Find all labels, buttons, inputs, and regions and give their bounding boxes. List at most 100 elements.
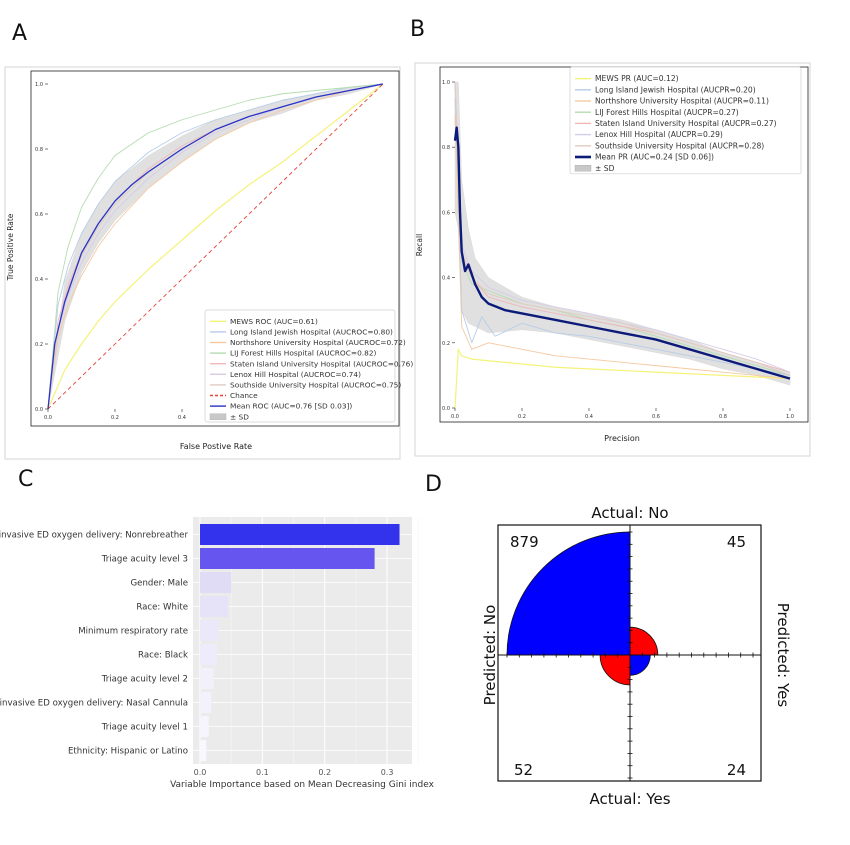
legend-entry-mean-roc-auc-0-76-sd-0-03: Mean ROC (AUC=0.76 [SD 0.03]) bbox=[230, 402, 352, 411]
legend-entry-staten-island-university-hospital-aucroc-0-76: Staten Island University Hospital (AUCRO… bbox=[230, 359, 413, 368]
panel-letter-a: A bbox=[12, 21, 27, 46]
panel-a-xlabel: False Postive Rate bbox=[180, 442, 252, 451]
category-label-triage-acuity-level-3: Triage acuity level 3 bbox=[101, 555, 188, 565]
count-top-right: 45 bbox=[727, 533, 746, 551]
series-northshore-university-hospital-aucpr-0-11 bbox=[454, 114, 791, 380]
legend-entry-sd: ± SD bbox=[595, 164, 615, 173]
panel-letter-d: D bbox=[425, 472, 442, 497]
category-label-ethnicity-hispanic-or-latino: Ethnicity: Hispanic or Latino bbox=[68, 747, 188, 757]
bar-ethnicity-hispanic-or-latino bbox=[200, 740, 207, 761]
legend-entry-long-island-jewish-hospital-aucroc-0-80: Long Island Jewish Hospital (AUCROC=0.80… bbox=[230, 328, 393, 337]
x-tick-label: 0.2 bbox=[318, 768, 331, 777]
panel-letter-c: C bbox=[18, 467, 33, 492]
legend-entry-sd: ± SD bbox=[230, 412, 249, 421]
series-sd bbox=[454, 81, 791, 386]
legend-entry-chance: Chance bbox=[230, 391, 258, 400]
panel-b-legend: MEWS PR (AUC=0.12) Long Island Jewish Hos… bbox=[569, 66, 802, 175]
x-tick-label: 0.0 bbox=[44, 415, 52, 421]
panel-c-bars bbox=[200, 524, 400, 761]
bar-triage-acuity-level-2 bbox=[200, 668, 214, 689]
y-tick-label: 1.0 bbox=[442, 80, 450, 86]
quadrant-top-left bbox=[506, 531, 631, 656]
quadrant-top-right bbox=[629, 626, 659, 656]
panel-d-label-right: Predicted: Yes bbox=[774, 603, 792, 708]
panel-c-xlabel: Variable Importance based on Mean Decrea… bbox=[170, 780, 434, 790]
y-tick-label: 0.8 bbox=[35, 147, 43, 153]
category-label-race-black: Race: Black bbox=[138, 651, 188, 661]
legend-swatch-sd bbox=[209, 413, 227, 420]
series-long-island-jewish-hospital-aucpr-0-20 bbox=[454, 98, 791, 376]
count-bottom-left: 52 bbox=[514, 761, 533, 779]
x-tick-label: 1.0 bbox=[786, 414, 794, 420]
legend-entry-mews-roc-auc-0-61: MEWS ROC (AUC=0.61) bbox=[230, 317, 318, 326]
panel-a-legend: MEWS ROC (AUC=0.61) Long Island Jewish Ho… bbox=[204, 309, 413, 423]
category-label-race-white: Race: White bbox=[136, 603, 188, 613]
bar-triage-acuity-level-1 bbox=[200, 716, 209, 737]
panel-c-importance-chart: Most invasive ED oxygen delivery: Nonreb… bbox=[0, 517, 435, 790]
x-tick-label: 0.6 bbox=[652, 414, 660, 420]
legend-box bbox=[569, 66, 802, 175]
y-tick-label: 0.6 bbox=[35, 212, 43, 218]
panel-c-category-labels: Most invasive ED oxygen delivery: Nonreb… bbox=[0, 531, 188, 757]
y-tick-label: 0.0 bbox=[35, 407, 43, 413]
panel-b-ylabel: Recall bbox=[415, 234, 424, 256]
y-tick-label: 1.0 bbox=[35, 82, 43, 88]
x-tick-label: 0.3 bbox=[381, 768, 394, 777]
legend-entry-northshore-university-hospital-aucroc-0-72: Northshore University Hospital (AUCROC=0… bbox=[230, 338, 406, 347]
bar-minimum-respiratory-rate bbox=[200, 620, 219, 641]
panel-d-label-top: Actual: No bbox=[591, 504, 668, 522]
series-mean-pr-auc-0-24-sd-0-06 bbox=[453, 126, 791, 380]
bar-race-white bbox=[200, 596, 229, 617]
legend-box bbox=[204, 309, 396, 423]
legend-entry-lij-forest-hills-hospital-aucpr-0-27: LIJ Forest Hills Hospital (AUCPR=0.27) bbox=[595, 108, 739, 117]
legend-entry-lij-forest-hills-hospital-aucroc-0-82: LIJ Forest Hills Hospital (AUCROC=0.82) bbox=[230, 349, 377, 358]
legend-entry-lenox-hill-hospital-aucroc-0-74: Lenox Hill Hospital (AUCROC=0.74) bbox=[230, 370, 361, 379]
legend-entry-mean-pr-auc-0-24-sd-0-06: Mean PR (AUC=0.24 [SD 0.06]) bbox=[595, 153, 714, 162]
x-tick-label: 0.2 bbox=[111, 415, 119, 421]
y-tick-label: 0.4 bbox=[35, 277, 43, 283]
count-top-left: 879 bbox=[510, 533, 539, 551]
panel-c-ticks: 0.0 0.1 0.2 0.3 bbox=[194, 768, 394, 777]
bar-most-invasive-ed-oxygen-delivery-nasal-cannula bbox=[200, 692, 212, 713]
bar-triage-acuity-level-3 bbox=[200, 548, 375, 569]
category-label-most-invasive-ed-oxygen-delivery-nonrebreather: Most invasive ED oxygen delivery: Nonreb… bbox=[0, 531, 188, 541]
legend-swatch-sd bbox=[574, 164, 592, 172]
legend-entry-southside-university-hospital-aucpr-0-28: Southside University Hospital (AUCPR=0.2… bbox=[595, 141, 764, 150]
x-tick-label: 0.8 bbox=[719, 414, 727, 420]
y-tick-label: 0.2 bbox=[35, 342, 43, 348]
category-label-triage-acuity-level-2: Triage acuity level 2 bbox=[101, 675, 188, 685]
x-tick-label: 0.0 bbox=[194, 768, 207, 777]
panel-b-series bbox=[453, 81, 791, 409]
quadrant-bottom-right bbox=[629, 654, 651, 676]
count-bottom-right: 24 bbox=[727, 761, 746, 779]
legend-entry-staten-island-university-hospital-aucpr-0-27: Staten Island University Hospital (AUCPR… bbox=[595, 119, 777, 128]
panel-a-series bbox=[47, 83, 384, 410]
x-tick-label: 0.4 bbox=[585, 414, 593, 420]
series-chance bbox=[47, 83, 384, 410]
panel-a-ylabel: True Positive Rate bbox=[6, 213, 15, 281]
x-tick-label: 0.2 bbox=[518, 414, 526, 420]
y-tick-label: 0.0 bbox=[442, 406, 450, 412]
panel-d-quadrants: 879 45 52 24 bbox=[506, 531, 746, 779]
x-tick-label: 0.0 bbox=[451, 414, 459, 420]
series-lij-forest-hills-hospital-aucroc-0-82 bbox=[47, 83, 384, 410]
series-mews-pr-auc-0-12 bbox=[454, 348, 791, 409]
quadrant-bottom-left bbox=[599, 654, 631, 686]
category-label-triage-acuity-level-1: Triage acuity level 1 bbox=[101, 723, 188, 733]
legend-entry-northshore-university-hospital-aucpr-0-11: Northshore University Hospital (AUCPR=0.… bbox=[595, 97, 769, 106]
x-tick-label: 0.4 bbox=[178, 415, 186, 421]
series-long-island-jewish-hospital-aucroc-0-80 bbox=[47, 83, 384, 410]
panel-b-ticks: 0.0 0.2 0.4 0.6 0.8 1.0 0.0 0.2 0.4 0.6 0.8 1.0 bbox=[442, 80, 794, 420]
panel-d-label-bottom: Actual: Yes bbox=[589, 790, 670, 808]
series-northshore-university-hospital-aucroc-0-72 bbox=[47, 83, 384, 410]
panel-b-sd-band bbox=[454, 81, 791, 386]
category-label-most-invasive-ed-oxygen-delivery-nasal-cannula: Most invasive ED oxygen delivery: Nasal … bbox=[0, 699, 188, 709]
y-tick-label: 0.6 bbox=[442, 210, 450, 216]
y-tick-label: 0.8 bbox=[442, 145, 450, 151]
series-mean-roc-auc-0-76-sd-0-03 bbox=[47, 83, 384, 410]
y-tick-label: 0.4 bbox=[442, 276, 450, 282]
category-label-gender-male: Gender: Male bbox=[131, 579, 189, 589]
panel-a-roc-chart: 0.00.20.40.60.81.00.00.20.40.60.81.0 Fal… bbox=[4, 66, 413, 460]
panel-d-axes bbox=[498, 525, 761, 781]
